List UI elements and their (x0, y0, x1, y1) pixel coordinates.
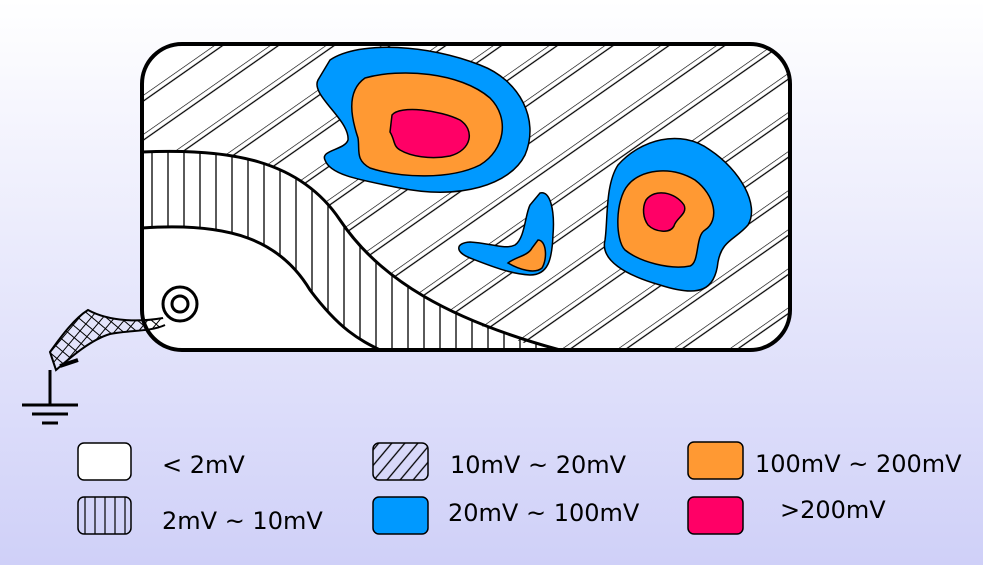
legend-swatch (77, 442, 132, 481)
ground-connection (22, 285, 199, 425)
legend-swatch (687, 441, 744, 480)
legend-label: 100mV ~ 200mV (755, 450, 962, 478)
legend-label: 10mV ~ 20mV (450, 451, 627, 479)
plate-outline (140, 42, 792, 352)
legend-swatch (372, 496, 429, 535)
legend-swatch (372, 442, 429, 481)
legend-label: >200mV (780, 496, 886, 524)
legend-label: 2mV ~ 10mV (162, 507, 323, 535)
legend-swatch (687, 496, 744, 535)
zone-10-20 (142, 44, 790, 350)
legend-label: < 2mV (162, 451, 245, 479)
zone-over-200 (389, 108, 470, 159)
zone-over-200 (642, 192, 686, 232)
zone-100-200 (506, 239, 547, 272)
legend-swatch (77, 496, 132, 535)
legend: < 2mV 2mV ~ 10mV 10mV ~ 20mV 20mV ~ 100m… (77, 441, 962, 535)
field-map (142, 44, 790, 350)
zone-2-10 (142, 151, 560, 350)
legend-label: 20mV ~ 100mV (448, 499, 640, 527)
